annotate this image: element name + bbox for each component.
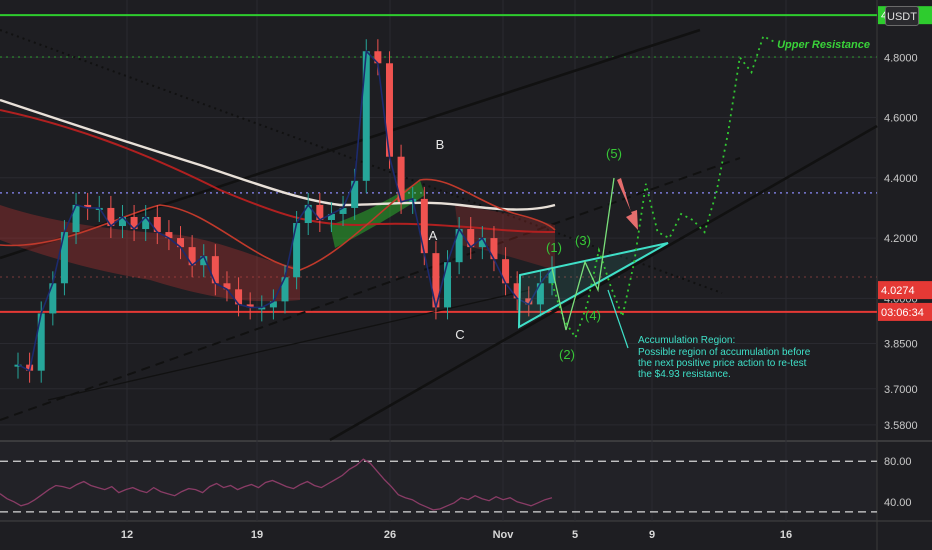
candle-body (374, 51, 382, 64)
ma-long-white (0, 98, 556, 211)
price-line (17, 49, 553, 372)
thin-support-trendline (47, 289, 531, 401)
accumulation-pointer (607, 289, 629, 349)
y-tick-label: 4.8000 (884, 52, 918, 64)
lower-channel-line (329, 124, 878, 442)
dashed-median-line (0, 157, 741, 421)
candle-body (84, 204, 92, 208)
x-tick-label: Nov (493, 529, 515, 541)
candle-body (37, 313, 45, 371)
candle-body (258, 307, 266, 310)
accumulation-title: Accumulation Region: (638, 335, 735, 346)
candle-body (281, 277, 289, 302)
x-tick-label: 26 (384, 529, 396, 541)
y-tick-label: 3.7000 (884, 384, 918, 396)
candle-body (14, 364, 22, 367)
accumulation-note-line: the next positive price action to re-tes… (638, 358, 807, 369)
x-tick-label: 16 (780, 529, 792, 541)
candle-body (513, 283, 521, 299)
candle-body (269, 301, 277, 308)
candle-body (444, 262, 452, 308)
candle-body (397, 156, 405, 202)
accumulation-note-line: the $4.93 resistance. (638, 369, 731, 380)
candle-body (200, 256, 208, 266)
candle-body (432, 253, 440, 308)
elliott-zigzag (551, 177, 615, 331)
elliott-wave-label: (3) (575, 233, 591, 248)
bear-ribbon-2 (455, 205, 555, 270)
price-badge-bg (878, 281, 932, 300)
candle-body (107, 207, 115, 227)
x-tick-label: 12 (121, 529, 133, 541)
elliott-wave-label: (1) (546, 240, 562, 255)
rsi-tick-label: 80.00 (884, 456, 912, 468)
currency-unit-button[interactable]: USDT (885, 6, 919, 26)
candle-body (118, 216, 126, 227)
candle-body (165, 232, 173, 239)
candle-body (351, 180, 359, 208)
rsi-panel (0, 441, 877, 521)
accumulation-triangle (517, 242, 669, 329)
accumulation-note-line: Possible region of accumulation before (638, 347, 811, 358)
price-badge-bg (878, 302, 932, 321)
candle-body (60, 232, 68, 284)
candle-body (188, 247, 196, 266)
candle-body (293, 223, 301, 278)
candle-body (502, 259, 510, 284)
candle-body (536, 283, 544, 305)
price-badge-label: 4.0274 (881, 285, 915, 297)
projected-path (551, 34, 776, 340)
candle-body (72, 204, 80, 233)
candle-body (548, 268, 556, 284)
ma-long-red (0, 109, 556, 233)
candle-body (490, 238, 498, 260)
candle-body (304, 204, 312, 224)
price-badge-label: 03:06:34 (881, 307, 924, 319)
candle-body (153, 216, 161, 233)
candle-body (327, 213, 335, 220)
y-tick-label: 4.2000 (884, 233, 918, 245)
y-tick-label: 3.8500 (884, 339, 918, 351)
candle-body (246, 304, 254, 308)
price-badge: 03:06:34 (878, 302, 932, 321)
candle-body (362, 51, 370, 181)
elliott-wave-label: (2) (559, 347, 575, 362)
wave-label-b: B (436, 137, 445, 152)
candle-body (525, 298, 533, 305)
y-tick-label: 4.4000 (884, 173, 918, 185)
candle-body (420, 198, 428, 254)
ma-mid-red (0, 178, 556, 271)
candle-body (235, 289, 243, 305)
candle-body (130, 216, 138, 230)
candle-body (478, 238, 486, 248)
candle-body (177, 238, 185, 248)
y-tick-label: 4.6000 (884, 113, 918, 125)
wave-label-c: C (455, 327, 464, 342)
x-tick-label: 9 (649, 529, 655, 541)
candle-body (49, 283, 57, 314)
rsi-line (0, 458, 553, 511)
down-arrow-icon (617, 178, 638, 230)
candle-body (339, 207, 347, 214)
elliott-wave-label: (4) (585, 308, 601, 323)
wave-label-a: A (429, 228, 438, 243)
candle-body (316, 204, 324, 220)
candle-body (385, 63, 393, 157)
dotted-descending-line (0, 29, 723, 294)
upper-resistance-label: Upper Resistance (777, 39, 870, 51)
candle-body (142, 216, 150, 230)
x-tick-label: 19 (251, 529, 263, 541)
price-badge: 4.0274 (878, 281, 932, 300)
candle-body (211, 256, 219, 284)
x-tick-label: 5 (572, 529, 578, 541)
candle-body (455, 229, 463, 263)
rsi-tick-label: 40.00 (884, 497, 912, 509)
candle-body (467, 229, 475, 248)
y-tick-label: 3.5800 (884, 420, 918, 432)
candle-body (223, 283, 231, 290)
elliott-wave-label: (5) (606, 146, 622, 161)
